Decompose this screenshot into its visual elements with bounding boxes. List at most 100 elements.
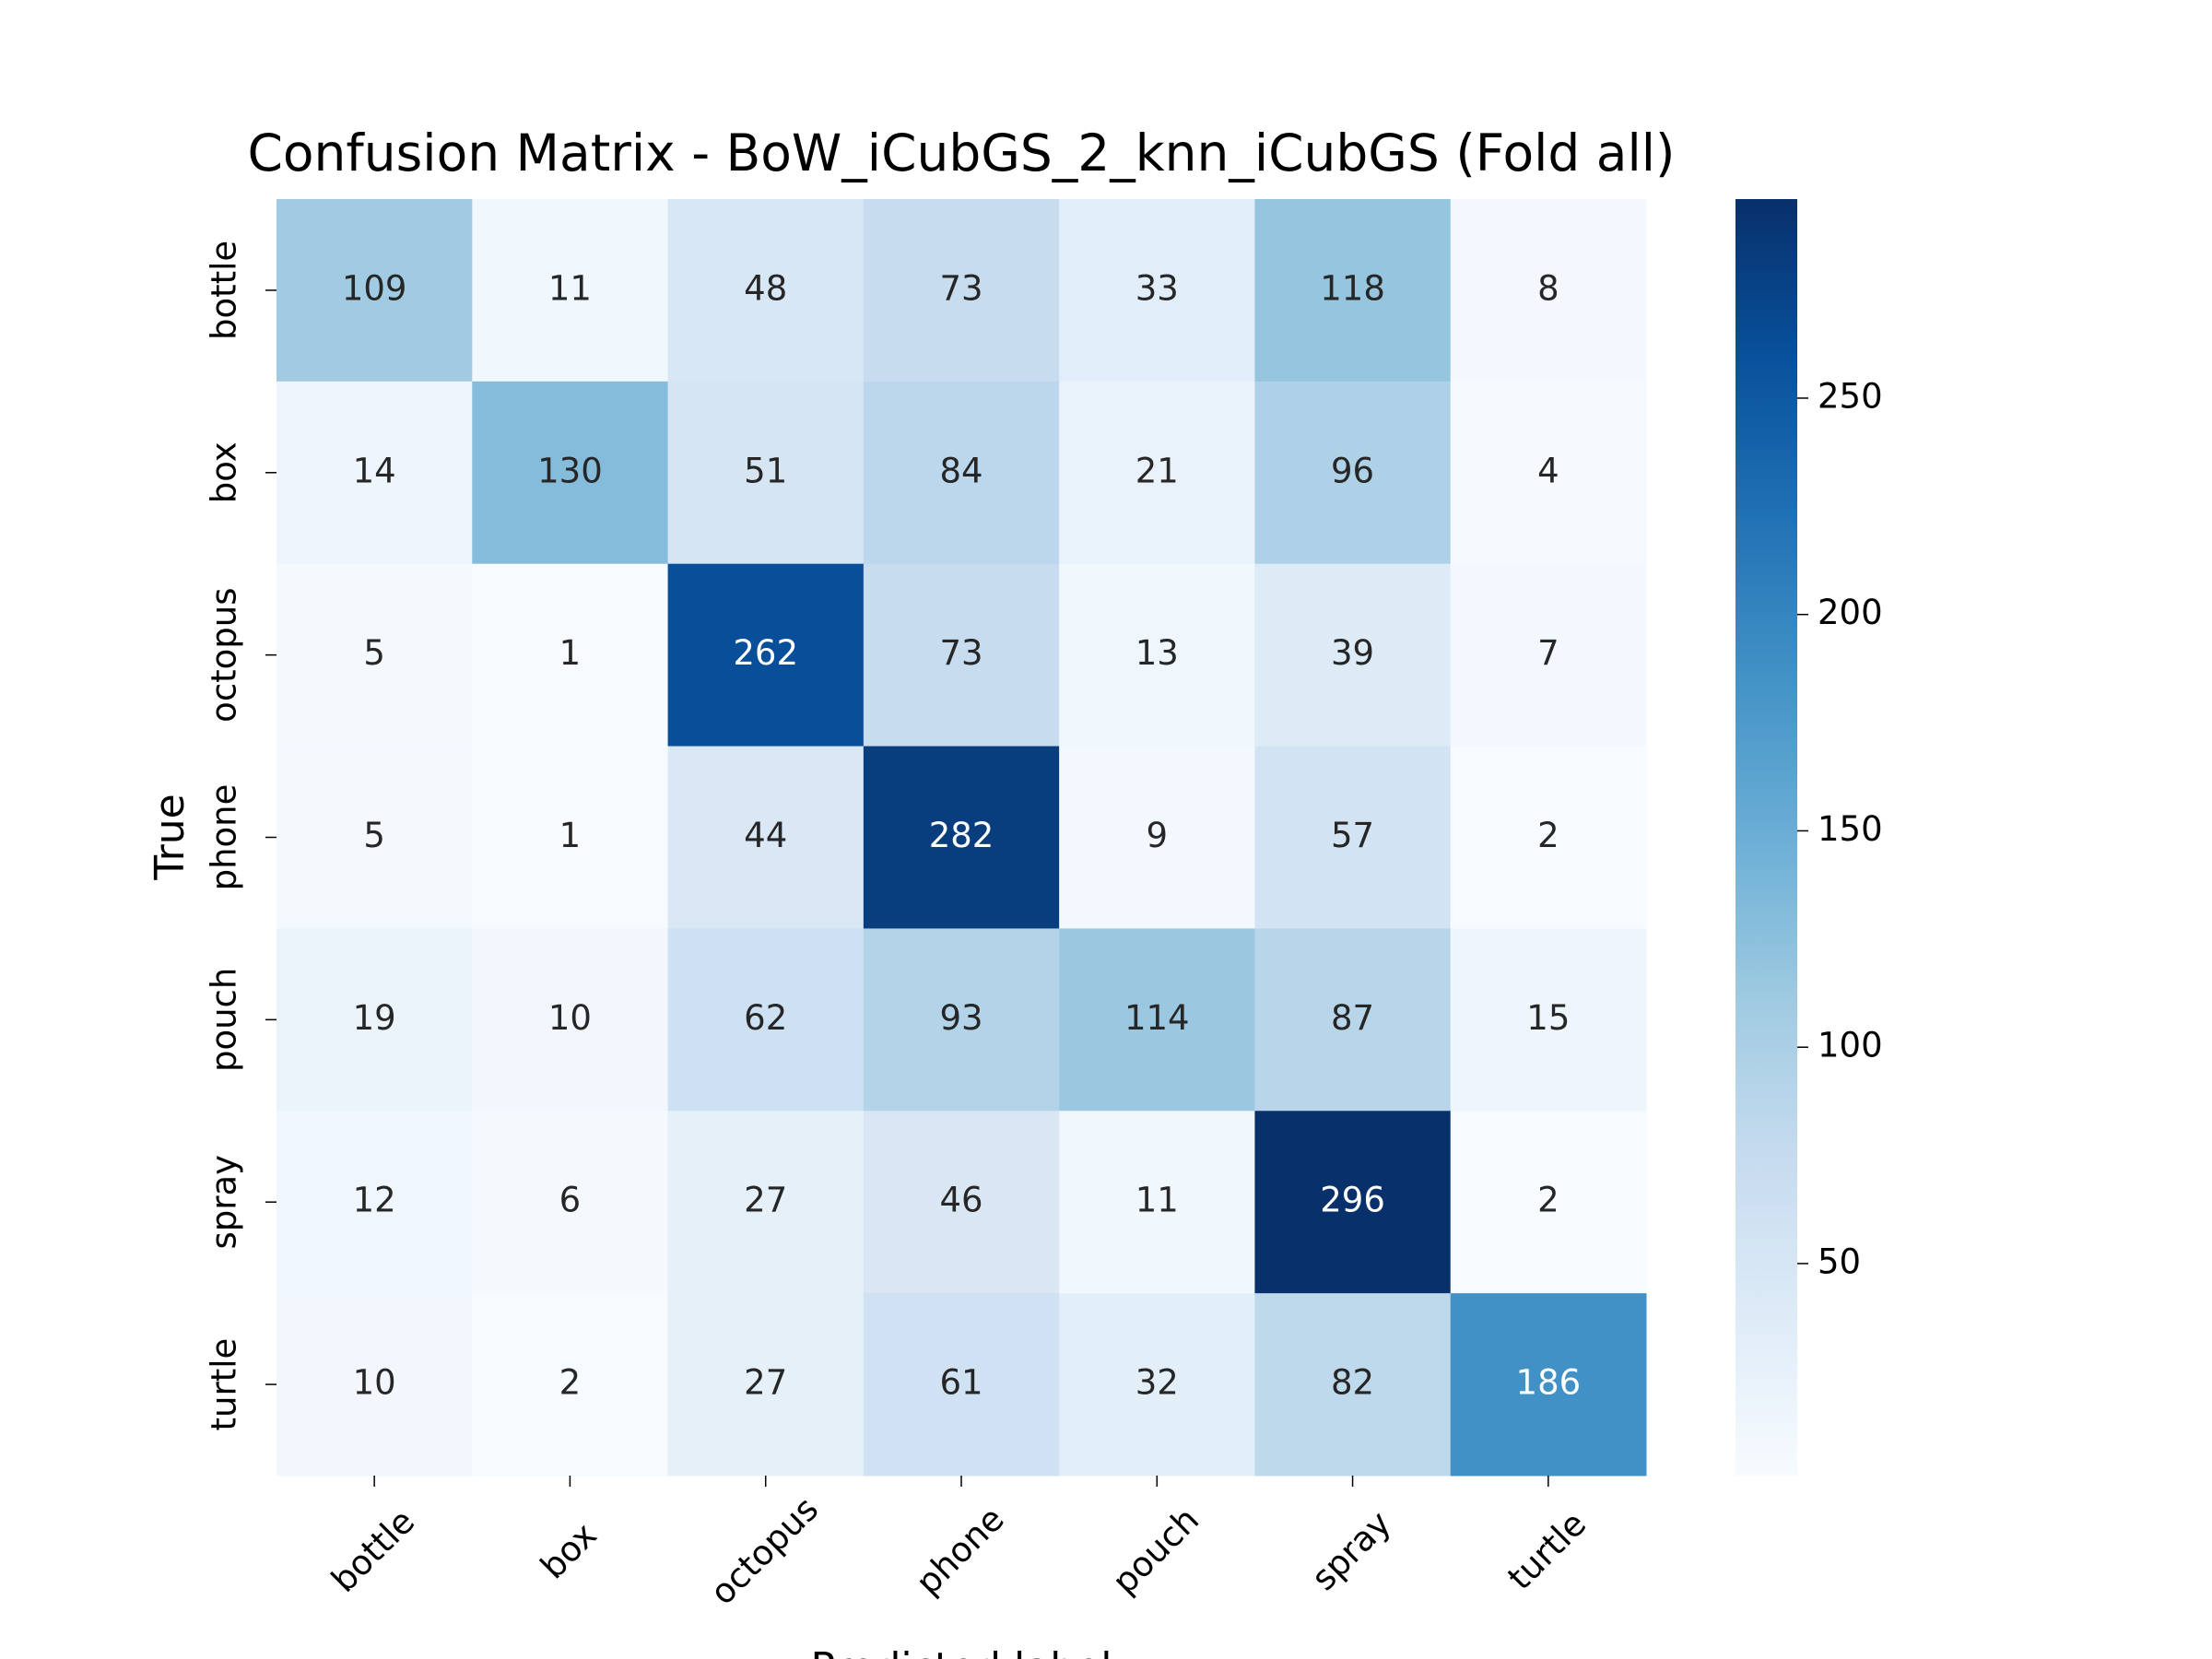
- cell-label: 15: [1526, 998, 1570, 1038]
- heatmap-cell: [667, 1111, 865, 1294]
- cell-label: 6: [559, 1181, 582, 1220]
- cell-label: 11: [1135, 1181, 1179, 1220]
- heatmap-cell: [1254, 746, 1452, 929]
- heatmap-cell: [472, 928, 669, 1112]
- heatmap-cell: [1254, 381, 1452, 565]
- cell-label: 186: [1516, 1363, 1582, 1403]
- cell-label: 73: [939, 633, 982, 673]
- cell-label: 118: [1320, 268, 1385, 308]
- y-tick-label: bottle: [205, 241, 244, 340]
- cell-label: 51: [744, 451, 787, 490]
- cell-label: 21: [1135, 451, 1179, 490]
- cell-label: 73: [939, 268, 982, 308]
- cell-label: 93: [939, 998, 982, 1038]
- cell-label: 12: [353, 1181, 396, 1220]
- cell-label: 82: [1331, 1363, 1374, 1403]
- cell-label: 87: [1331, 998, 1374, 1038]
- cell-label: 5: [363, 633, 385, 673]
- y-tick-label: turtle: [205, 1338, 244, 1431]
- heatmap-cell: [276, 1293, 473, 1477]
- colorbar-tick-label: 50: [1818, 1241, 1861, 1281]
- heatmap-cell: [1450, 1111, 1647, 1294]
- heatmap-cell: [276, 746, 473, 929]
- cell-label: 7: [1537, 633, 1559, 673]
- heatmap-cell: [472, 199, 669, 382]
- heatmap-cell: [863, 1293, 1060, 1477]
- colorbar-tick-label: 200: [1818, 593, 1883, 632]
- heatmap-cell: [1059, 1293, 1255, 1477]
- cell-label: 2: [1537, 1181, 1559, 1220]
- heatmap-cell: [472, 746, 669, 929]
- cell-label: 5: [363, 816, 385, 855]
- heatmap-cell: [667, 1293, 865, 1477]
- heatmap-cell: [1450, 1293, 1647, 1477]
- cell-label: 14: [353, 451, 396, 490]
- cell-label: 61: [939, 1363, 982, 1403]
- chart-title: Confusion Matrix - BoW_iCubGS_2_knn_iCub…: [248, 124, 1676, 182]
- cell-label: 8: [1537, 268, 1559, 308]
- heatmap-cell: [1254, 563, 1452, 747]
- x-axis-label: Predicted label: [811, 1644, 1112, 1659]
- heatmap-cell: [1059, 746, 1255, 929]
- heatmap-cell: [863, 381, 1060, 565]
- cell-label: 2: [1537, 816, 1559, 855]
- heatmap-cell: [276, 199, 473, 382]
- cell-label: 10: [548, 998, 592, 1038]
- heatmap-cell: [667, 928, 865, 1112]
- cell-label: 44: [744, 816, 787, 855]
- cell-label: 109: [342, 268, 407, 308]
- heatmap-cell: [472, 1293, 669, 1477]
- heatmap-cell: [276, 928, 473, 1112]
- heatmap-cell: [1450, 746, 1647, 929]
- heatmap-cell: [1450, 563, 1647, 747]
- cell-label: 84: [939, 451, 982, 490]
- heatmap-cell: [667, 746, 865, 929]
- cell-label: 282: [929, 816, 994, 855]
- heatmap-cell: [1450, 199, 1647, 382]
- heatmap-cell: [1450, 381, 1647, 565]
- heatmap-cell: [863, 928, 1060, 1112]
- cell-label: 130: [537, 451, 603, 490]
- heatmap-cell: [1254, 199, 1452, 382]
- y-tick-label: phone: [205, 784, 244, 891]
- heatmap-cell: [472, 381, 669, 565]
- cell-label: 62: [744, 998, 787, 1038]
- heatmap-cell: [1450, 928, 1647, 1112]
- cell-label: 11: [548, 268, 592, 308]
- colorbar-tick-label: 250: [1818, 376, 1883, 416]
- cell-label: 1: [559, 816, 582, 855]
- cell-label: 39: [1331, 633, 1374, 673]
- heatmap-cell: [276, 1111, 473, 1294]
- heatmap-cell: [472, 1111, 669, 1294]
- cell-label: 1: [559, 633, 582, 673]
- cell-label: 2: [559, 1363, 582, 1403]
- heatmap-cell: [667, 199, 865, 382]
- y-tick-label: spray: [205, 1155, 244, 1250]
- colorbar-tick-label: 150: [1818, 809, 1883, 849]
- cell-label: 27: [744, 1181, 787, 1220]
- heatmap-cell: [667, 381, 865, 565]
- cell-label: 27: [744, 1363, 787, 1403]
- heatmap-cell: [863, 199, 1060, 382]
- y-tick-label: box: [205, 441, 244, 503]
- cell-label: 33: [1135, 268, 1179, 308]
- heatmap-cell: [1059, 928, 1255, 1112]
- cell-label: 48: [744, 268, 787, 308]
- heatmap-cell: [276, 563, 473, 747]
- heatmap-cell: [863, 563, 1060, 747]
- colorbar: [1735, 199, 1797, 1476]
- heatmap-cell: [1059, 563, 1255, 747]
- cell-label: 13: [1135, 633, 1179, 673]
- cell-label: 10: [353, 1363, 396, 1403]
- heatmap-cell: [863, 1111, 1060, 1294]
- heatmap-cell: [1059, 199, 1255, 382]
- cell-label: 114: [1124, 998, 1190, 1038]
- heatmap-cell: [1254, 1111, 1452, 1294]
- heatmap-cell: [1254, 1293, 1452, 1477]
- heatmap-cell: [863, 746, 1060, 929]
- cell-label: 262: [733, 633, 798, 673]
- heatmap-cell: [1059, 381, 1255, 565]
- cell-label: 32: [1135, 1363, 1179, 1403]
- cell-label: 96: [1331, 451, 1374, 490]
